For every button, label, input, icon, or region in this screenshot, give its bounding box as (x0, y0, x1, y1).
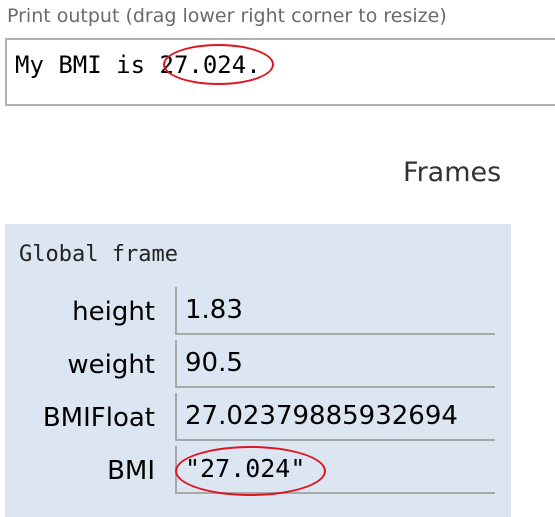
variable-value: "27.024" (185, 454, 306, 483)
variable-name: BMI (107, 456, 155, 486)
variable-name: BMIFloat (42, 403, 155, 433)
variable-value-cell: 1.83 (175, 287, 495, 335)
variable-value: 27.02379885932694 (185, 401, 458, 431)
print-output-text: My BMI is 27.024. (15, 51, 261, 79)
variable-row-height: height 1.83 (5, 287, 511, 340)
variable-value-cell: 27.02379885932694 (175, 393, 495, 441)
variable-name: height (72, 297, 155, 327)
global-frame-title: Global frame (19, 242, 178, 267)
variable-value-cell: "27.024" (175, 446, 495, 494)
variable-value: 1.83 (185, 295, 243, 325)
frames-heading: Frames (403, 157, 502, 188)
variable-row-bmifloat: BMIFloat 27.02379885932694 (5, 393, 511, 446)
variable-name: weight (67, 350, 155, 380)
print-output-label: Print output (drag lower right corner to… (7, 5, 447, 27)
variable-row-bmi: BMI "27.024" (5, 446, 511, 499)
variable-row-weight: weight 90.5 (5, 340, 511, 393)
global-frame: Global frame height 1.83 weight 90.5 BMI… (5, 224, 511, 517)
variable-value: 90.5 (185, 348, 243, 378)
print-output-box[interactable]: My BMI is 27.024. (5, 38, 555, 106)
variable-value-cell: 90.5 (175, 340, 495, 388)
